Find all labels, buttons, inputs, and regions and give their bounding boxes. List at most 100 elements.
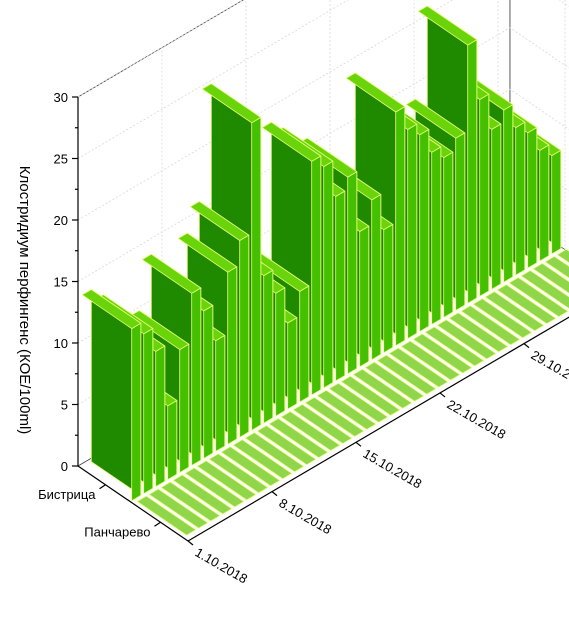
bar-pancharevo-10: [244, 432, 305, 473]
date-tick: [355, 441, 362, 447]
grid-line-y: [77, 88, 569, 344]
date-tick: [187, 540, 194, 546]
bar-pancharevo-36: [556, 248, 569, 264]
y-tick-label: 20: [54, 213, 68, 228]
bar-top-face: [376, 354, 437, 395]
bar-pancharevo-33: [520, 270, 569, 309]
bar-pancharevo-16: [316, 389, 377, 430]
bar-pancharevo-30: [484, 291, 545, 332]
y-tick-label: 30: [54, 90, 68, 105]
bar-top-face: [184, 467, 245, 508]
bar-pancharevo-19: [352, 368, 413, 409]
bar-top-face: [460, 305, 521, 346]
bar-front-face: [479, 93, 490, 297]
bar-front-face: [455, 132, 466, 311]
bar-front-face: [191, 287, 202, 466]
bar-front-face: [359, 225, 370, 368]
bar-front-face: [539, 144, 550, 262]
bar-pancharevo-24: [412, 333, 473, 374]
bar-pancharevo-7: [208, 453, 269, 494]
date-tick-label: 8.10.2018: [277, 495, 335, 537]
bar-front-face: [347, 171, 358, 375]
y-tick-label: 5: [61, 398, 68, 413]
date-tick: [523, 343, 530, 349]
bar-pancharevo-31: [496, 284, 557, 325]
bar-top-face: [81, 289, 142, 330]
bar-top-face: [405, 98, 466, 139]
bar-top-face: [292, 403, 353, 445]
bar-front-face: [491, 123, 502, 290]
bar-top-face: [544, 255, 569, 279]
bar-pancharevo-5: [184, 467, 245, 508]
bar-pancharevo-18: [340, 375, 401, 416]
bar-front-face: [335, 190, 346, 382]
bar-bistritsa-1: [81, 289, 142, 502]
bar-top-face: [532, 262, 569, 294]
bar-top-face: [448, 312, 509, 353]
bar-pancharevo-20: [364, 361, 425, 402]
bar-front-face: [299, 285, 310, 403]
bar-front-face: [179, 343, 190, 474]
chart-axes: [72, 96, 569, 546]
bar-top-face: [340, 375, 401, 416]
bar-pancharevo-27: [448, 312, 509, 353]
bar-pancharevo-12: [268, 418, 329, 459]
bar-top-face: [268, 418, 329, 459]
bar-top-face: [556, 248, 569, 264]
bar-pancharevo-2: [148, 488, 209, 529]
bar-pancharevo-29: [472, 298, 533, 339]
bar-pancharevo-17: [328, 382, 389, 423]
bar-top-face: [256, 425, 317, 466]
bar-pancharevo-1: [136, 495, 197, 536]
bar-top-face: [436, 319, 497, 360]
bar-front-face: [443, 151, 454, 318]
date-tick-label: 29.10.2018: [529, 347, 569, 393]
bar-front-face: [287, 317, 298, 410]
bar-pancharevo-6: [196, 460, 257, 501]
bar-front-face: [395, 106, 406, 347]
bar-top-face: [472, 298, 533, 339]
bar-top-face: [400, 340, 461, 381]
bar-top-face: [364, 361, 425, 402]
bar-top-face: [136, 495, 197, 536]
bar-pancharevo-22: [388, 347, 449, 388]
bar-top-face: [345, 72, 406, 113]
bar-front-face: [527, 127, 538, 269]
grid-line-y: [77, 27, 569, 282]
bar-front-face: [263, 269, 274, 424]
y-tick-label: 15: [54, 275, 68, 290]
bar-pancharevo-35: [544, 255, 569, 279]
bar-top-face: [189, 200, 250, 241]
depth-tick-label: Бистрица: [38, 487, 96, 502]
bar-top-face: [280, 411, 341, 452]
bar-pancharevo-34: [532, 262, 569, 294]
bar-front-face: [155, 345, 166, 488]
y-axis-title: Клостридиум перфингенс (КОЕ/100ml): [16, 166, 33, 435]
y-tick-label: 0: [61, 459, 68, 474]
depth-tick: [154, 521, 161, 527]
bar-pancharevo-32: [508, 277, 569, 318]
bar-pancharevo-25: [424, 326, 485, 367]
bar-top-face: [160, 481, 221, 522]
bar-top-face: [520, 270, 569, 309]
bar-front-face: [383, 223, 394, 354]
bar-front-face: [371, 194, 382, 361]
depth-tick-label: Панчарево: [84, 524, 150, 539]
date-tick-label: 15.10.2018: [361, 446, 425, 492]
bar-front-face: [515, 121, 526, 276]
bar-front-face: [131, 322, 142, 502]
bar-pancharevo-4: [172, 474, 233, 515]
bar-top-face: [424, 326, 485, 367]
bar-top-face: [508, 277, 569, 318]
bar-top-face: [304, 396, 365, 437]
bar-top-face: [244, 432, 305, 473]
date-tick: [271, 491, 278, 497]
bar-pancharevo-8: [220, 446, 281, 487]
y-tick-label: 25: [54, 152, 68, 167]
bar-front-face: [311, 155, 322, 396]
bar-front-face: [275, 287, 286, 417]
bar-top-face: [172, 474, 233, 515]
bar-top-face: [417, 5, 478, 46]
bar-top-face: [328, 382, 389, 423]
